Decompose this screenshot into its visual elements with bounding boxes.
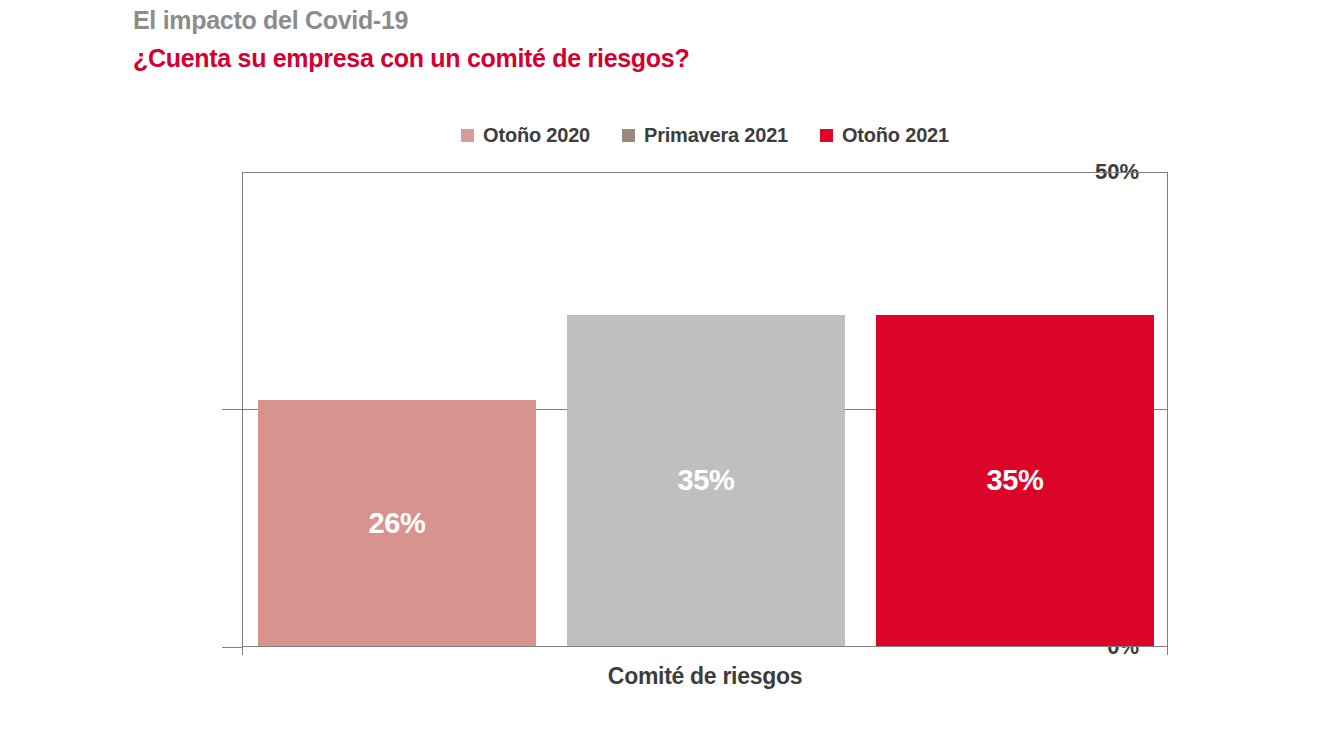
legend: Otoño 2020 Primavera 2021 Otoño 2021 (242, 124, 1168, 147)
y-axis-line (242, 172, 243, 655)
legend-swatch-icon (820, 129, 833, 142)
bar-series-0: 26% (258, 400, 536, 647)
x-axis-label: Comité de riesgos (242, 663, 1168, 690)
bar-series-2: 35% (876, 315, 1154, 648)
bar-series-1: 35% (567, 315, 845, 648)
bar-value-label: 35% (677, 464, 734, 497)
x-axis-line (242, 646, 1168, 647)
bar-value-label: 35% (986, 464, 1043, 497)
legend-item: Otoño 2021 (820, 124, 949, 147)
legend-swatch-icon (461, 129, 474, 142)
tick-25% (222, 409, 242, 410)
legend-label: Otoño 2021 (842, 124, 949, 147)
legend-item: Otoño 2020 (461, 124, 590, 147)
legend-swatch-icon (622, 129, 635, 142)
gridline-50% (242, 172, 1168, 173)
legend-label: Otoño 2020 (483, 124, 590, 147)
chart-subtitle: ¿Cuenta su empresa con un comité de ries… (133, 44, 689, 73)
legend-label: Primavera 2021 (644, 124, 788, 147)
plot-area: 0%25%50%26%35%35% (242, 172, 1168, 647)
chart-title: El impacto del Covid-19 (133, 6, 408, 35)
legend-item: Primavera 2021 (622, 124, 788, 147)
chart-canvas: El impacto del Covid-19 ¿Cuenta su empre… (0, 0, 1338, 748)
tick-0% (222, 647, 242, 648)
bar-value-label: 26% (368, 507, 425, 540)
plot-right-border (1167, 172, 1168, 655)
